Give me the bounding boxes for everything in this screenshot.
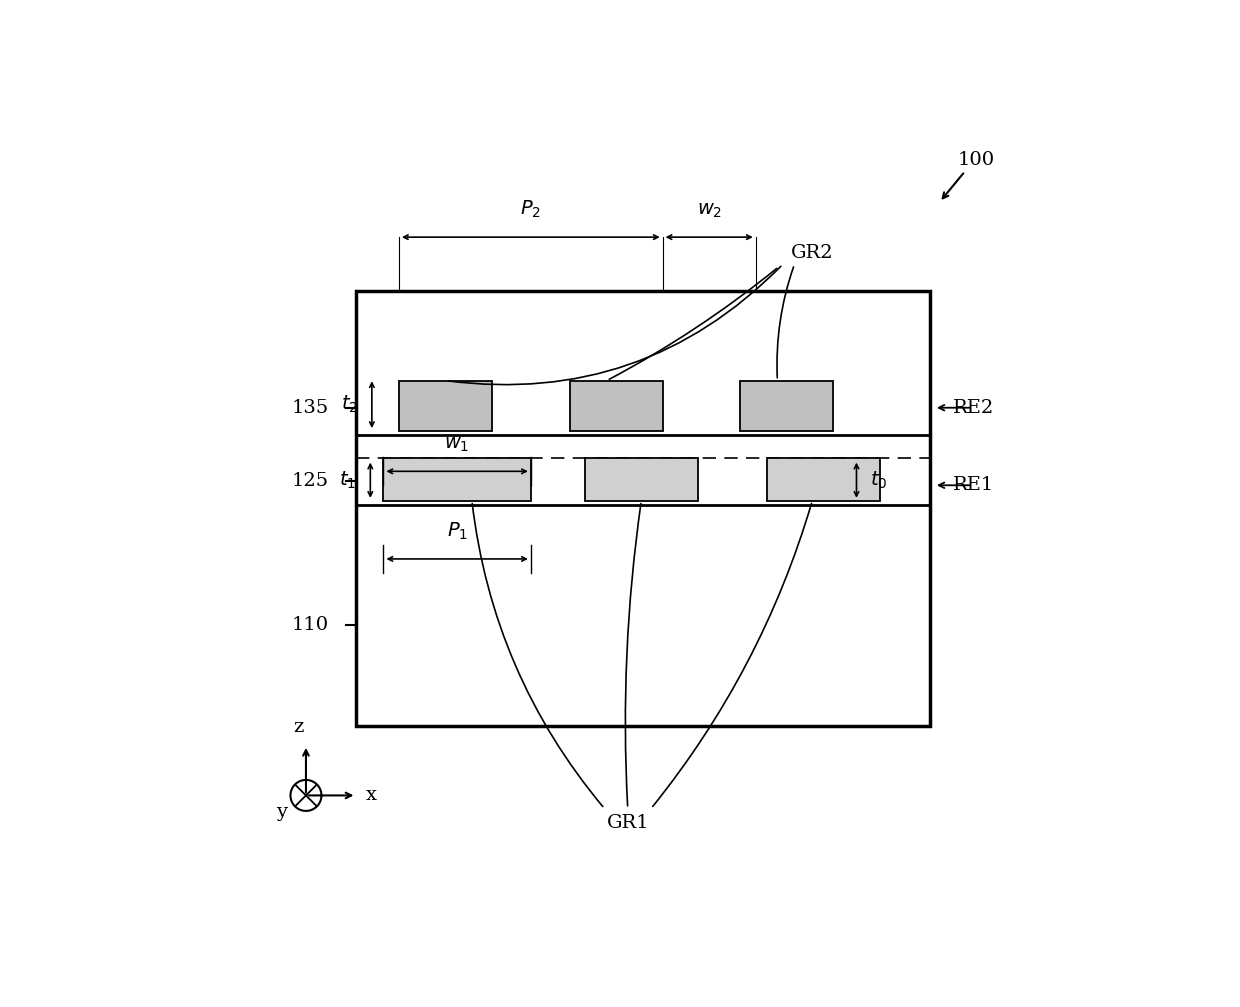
Text: 135: 135 [291,399,330,417]
Text: z: z [293,718,304,736]
Bar [383,458,531,500]
Text: RE1: RE1 [954,476,994,494]
Text: 110: 110 [293,616,330,633]
Text: GR2: GR2 [791,244,833,262]
Text: $t_{1}$: $t_{1}$ [340,469,356,490]
Bar [399,381,492,431]
Text: $P_{2}$: $P_{2}$ [521,198,542,221]
Text: $w_{1}$: $w_{1}$ [444,436,470,454]
Bar [585,458,698,500]
Text: $w_{2}$: $w_{2}$ [697,201,722,221]
Bar [569,381,662,431]
Text: $t_{2}$: $t_{2}$ [341,394,358,415]
Text: $t_{0}$: $t_{0}$ [870,469,888,490]
Text: 125: 125 [293,472,330,490]
Text: RE2: RE2 [954,399,994,417]
Text: 100: 100 [959,151,996,168]
Text: GR1: GR1 [606,814,649,832]
Text: y: y [275,804,286,821]
Bar [768,458,879,500]
Bar [740,381,833,431]
Bar [356,291,930,726]
Text: x: x [366,786,377,805]
Text: $P_{1}$: $P_{1}$ [446,521,467,542]
